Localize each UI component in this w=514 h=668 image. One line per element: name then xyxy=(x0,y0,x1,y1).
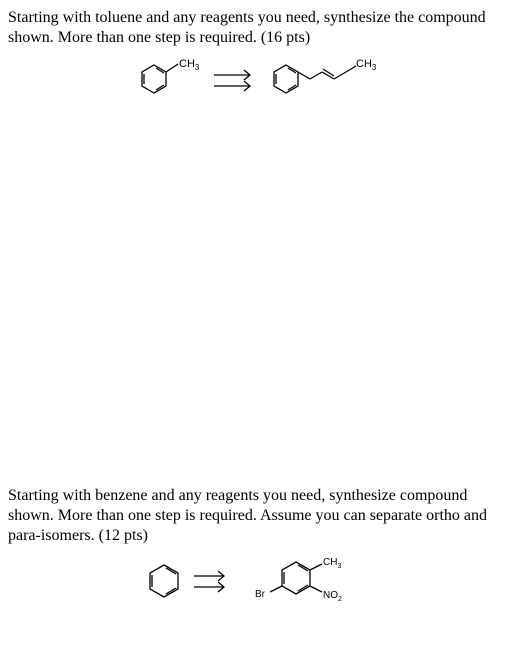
br-label: Br xyxy=(255,589,266,600)
benzene-molecule-icon xyxy=(142,559,186,603)
question-1-text: Starting with toluene and any reagents y… xyxy=(8,8,506,48)
question-2-text: Starting with benzene and any reagents y… xyxy=(8,486,506,546)
toluene-molecule-icon: CH3 xyxy=(136,54,206,106)
product-ch3-label: CH xyxy=(356,58,372,70)
ch3-label-2: CH xyxy=(323,557,337,568)
multistep-arrow-icon-2 xyxy=(190,566,238,596)
question-2-diagram: Br NO2 CH3 xyxy=(8,552,506,610)
workspace-blank xyxy=(8,106,506,486)
svg-text:CH3: CH3 xyxy=(356,58,377,72)
svg-text:CH3: CH3 xyxy=(179,58,200,72)
svg-text:CH3: CH3 xyxy=(323,557,341,570)
ch3-label: CH xyxy=(179,58,195,70)
multistep-arrow-icon xyxy=(210,64,264,96)
product-ch3-sub: 3 xyxy=(372,63,377,72)
product-trisubstituted-icon: Br NO2 CH3 xyxy=(242,552,372,610)
ch3-sub-2: 3 xyxy=(337,563,341,570)
product-molecule-icon: CH3 xyxy=(268,54,378,106)
ch3-sub: 3 xyxy=(195,63,200,72)
svg-text:NO2: NO2 xyxy=(323,590,342,603)
no2-sub: 2 xyxy=(338,596,342,603)
question-1-diagram: CH3 CH3 xyxy=(8,54,506,106)
no2-label: NO xyxy=(323,590,338,601)
